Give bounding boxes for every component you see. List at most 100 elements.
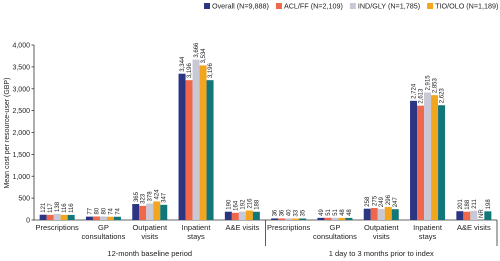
- x-tick-label: GP consultations: [313, 223, 357, 241]
- bar: [317, 217, 325, 220]
- bar: [160, 204, 168, 220]
- bar: [292, 218, 300, 220]
- bar: [363, 208, 371, 220]
- y-tick-label: 1,500: [12, 152, 30, 159]
- value-label: NR: [479, 209, 485, 218]
- value-label: 2,623: [440, 88, 446, 104]
- value-label: 74: [108, 207, 114, 214]
- y-tick-label: 1,000: [12, 174, 30, 181]
- bar: [99, 216, 107, 220]
- value-label: 3,344: [180, 56, 186, 72]
- value-label: 51: [326, 208, 332, 215]
- bar: [463, 211, 471, 220]
- value-label: 2,853: [433, 78, 439, 94]
- value-label: 378: [148, 191, 154, 202]
- y-tick-label: 3,500: [12, 64, 30, 71]
- value-label: 323: [141, 193, 147, 204]
- x-tick-label: A&E visits: [225, 223, 260, 232]
- bar: [370, 207, 378, 220]
- value-label: 2,724: [412, 83, 418, 99]
- value-label: 117: [48, 203, 54, 213]
- bar: [139, 205, 147, 220]
- value-label: 2,613: [419, 88, 425, 104]
- x-tick-label: Inpatient stays: [181, 223, 211, 241]
- bar: [199, 65, 207, 220]
- group-label: 12-month baseline period: [107, 249, 193, 258]
- legend-swatch: [427, 3, 434, 9]
- legend-label: Overall (N=9,888): [212, 2, 269, 11]
- bar: [224, 211, 232, 220]
- value-label: 33: [294, 209, 300, 216]
- x-tick-label: Prescriptions: [35, 223, 79, 232]
- x-tick-label: Outpatient visits: [363, 223, 399, 241]
- y-tick-label: 4,000: [12, 43, 30, 50]
- value-label: 77: [87, 207, 93, 214]
- bar: [470, 210, 478, 220]
- value-label: 365: [134, 191, 140, 202]
- bar: [206, 80, 214, 220]
- value-label: 258: [365, 196, 371, 207]
- value-label: 216: [247, 198, 253, 209]
- bar: [438, 105, 446, 220]
- bar: [484, 211, 492, 220]
- value-label: 51: [333, 208, 339, 215]
- bar: [192, 59, 200, 220]
- value-label: 3,534: [201, 48, 207, 64]
- bar: [153, 201, 161, 220]
- value-label: 192: [240, 199, 246, 210]
- y-tick-label: 2,500: [12, 108, 30, 115]
- bar: [178, 73, 186, 220]
- legend-label: IND/GLY (N=1,785): [358, 2, 420, 11]
- bar: [67, 214, 75, 220]
- value-label: 80: [94, 207, 100, 214]
- value-label: 48: [340, 209, 346, 216]
- value-label: 249: [379, 196, 385, 207]
- bar: [85, 216, 93, 220]
- bar: [417, 105, 425, 220]
- bar: [146, 203, 154, 220]
- bar: [456, 211, 464, 220]
- x-tick-label: Inpatient stays: [413, 223, 442, 241]
- bar: [271, 218, 279, 220]
- value-label: 211: [472, 199, 478, 209]
- bar: [338, 217, 346, 220]
- legend-label: ACL/FF (N=2,109): [284, 2, 343, 11]
- bar: [278, 218, 286, 220]
- value-label: 3,196: [208, 62, 214, 78]
- value-label: 35: [301, 209, 307, 216]
- value-label: 40: [287, 209, 293, 216]
- bar: [113, 216, 121, 220]
- bar: [39, 214, 47, 220]
- legend-swatch: [204, 3, 210, 9]
- value-label: 347: [162, 192, 168, 203]
- bar: [46, 214, 54, 220]
- bar: [285, 218, 293, 220]
- bar: [245, 210, 253, 220]
- bar: [299, 218, 307, 220]
- y-axis-title: Mean cost per resource-user (GBP): [4, 78, 11, 189]
- value-label: 201: [458, 199, 464, 210]
- value-label: 36: [280, 209, 286, 216]
- legend-label: TIO/OLO (N=1,189): [435, 2, 498, 11]
- bar: [324, 217, 332, 220]
- value-label: 74: [115, 207, 121, 214]
- value-label: 138: [55, 201, 61, 212]
- bar: [331, 217, 339, 220]
- bar: [132, 204, 140, 220]
- bar: [384, 207, 392, 220]
- bar: [231, 212, 239, 220]
- bar: [60, 214, 68, 220]
- value-label: 116: [69, 203, 75, 213]
- bar: [252, 211, 260, 220]
- group-label: 1 day to 3 months prior to index: [328, 249, 434, 258]
- value-label: 164: [233, 200, 239, 211]
- value-label: 2,915: [426, 75, 432, 91]
- value-label: 198: [486, 199, 492, 210]
- y-tick-label: 3,000: [12, 86, 30, 93]
- y-tick-label: 0: [26, 218, 30, 225]
- value-label: 116: [62, 203, 68, 213]
- value-label: 188: [465, 199, 471, 210]
- bar: [106, 216, 114, 220]
- legend-swatch: [349, 3, 356, 9]
